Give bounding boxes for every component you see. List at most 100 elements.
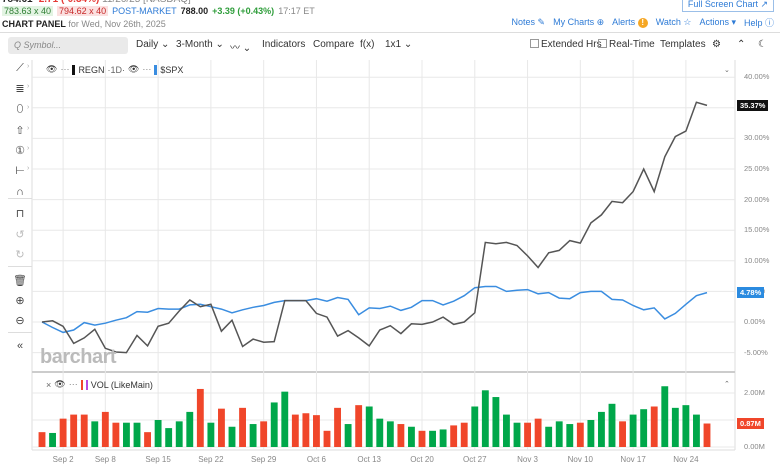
volume-bar	[587, 420, 595, 447]
volume-bar	[555, 421, 563, 447]
dark-mode-moon-icon[interactable]: ☾	[758, 39, 767, 50]
alerts-link[interactable]: Alerts !	[612, 17, 648, 28]
vol-down-swatch	[80, 379, 83, 390]
bid: 783.63 x 40	[2, 6, 54, 16]
volume-bar	[101, 411, 109, 447]
volume-bar	[270, 402, 278, 447]
volume-bar	[598, 411, 605, 447]
volume-bar	[133, 422, 141, 447]
chart-type-dropdown[interactable]: 〰 ⌄	[230, 43, 252, 54]
post-market-label: POST-MARKET	[112, 6, 177, 16]
y-axis-label: 10.00%	[744, 255, 770, 265]
undo-icon[interactable]: ↺	[15, 229, 25, 241]
help-link[interactable]: Help ⓘ	[743, 18, 774, 28]
x-axis-label: Oct 20	[410, 455, 434, 464]
volume-bar	[302, 413, 310, 447]
interval-dropdown[interactable]: Daily ⌄	[136, 39, 170, 50]
y-axis-label: 20.00%	[744, 194, 770, 204]
x-axis-label: Sep 2	[52, 455, 74, 464]
y-axis-label: 0.00%	[744, 317, 766, 326]
indicators-button[interactable]: Indicators	[262, 39, 306, 50]
collapse-pane-chevron-icon[interactable]: ⌄	[724, 67, 730, 74]
regn-color-swatch	[72, 64, 76, 75]
legend-compare-symbol[interactable]: $SPX	[160, 64, 184, 75]
templates-button[interactable]: Templates	[660, 39, 706, 50]
checkbox-icon	[530, 39, 539, 48]
zoom-out-icon[interactable]: ⊖	[15, 315, 25, 327]
volume-bar	[492, 397, 500, 447]
compare-button[interactable]: Compare	[313, 39, 355, 50]
volume-bar	[344, 424, 352, 447]
measure-tool-icon[interactable]: ⊢ ›	[15, 165, 30, 177]
symbol-search-input[interactable]: Q Symbol...	[8, 37, 128, 54]
expand-pane-chevron-icon[interactable]: ⌃	[724, 381, 730, 388]
collapse-chevron-icon[interactable]: ⌃	[737, 39, 746, 50]
spx-line	[41, 285, 708, 334]
volume-bar	[334, 407, 341, 447]
my-charts-link[interactable]: My Charts ⊕	[553, 17, 605, 27]
volume-bar	[524, 422, 531, 447]
magnet-icon[interactable]: ∩	[16, 186, 24, 198]
zoom-in-icon[interactable]: ⊕	[15, 295, 25, 307]
more-options-icon[interactable]: ⋯	[60, 64, 70, 74]
y-axis-label: 15.00%	[744, 225, 770, 235]
full-screen-chart-button[interactable]: Full Screen Chart ↗	[681, 0, 774, 12]
volume-axis-label: 0.00M	[744, 442, 765, 451]
more-options-icon[interactable]: ⋯	[142, 64, 152, 74]
x-axis-label: Oct 13	[357, 455, 382, 464]
last-price: 784.61	[2, 0, 33, 5]
lock-icon[interactable]: ⊓	[15, 208, 25, 220]
volume-bar	[70, 414, 78, 447]
trash-icon[interactable]: 🗑	[13, 275, 27, 287]
volume-bar	[355, 405, 363, 447]
volume-bar	[249, 424, 257, 447]
trendline-tool-icon[interactable]: ⟋ ›	[16, 62, 30, 74]
real-time-checkbox[interactable]: Real-Time	[598, 39, 655, 50]
volume-bar	[218, 408, 225, 447]
legend-symbol[interactable]: REGN	[78, 64, 105, 75]
actions-menu[interactable]: Actions ▾	[699, 17, 736, 27]
collapse-sidebar-icon[interactable]: «	[16, 340, 24, 352]
visibility-eye-icon[interactable]: 👁	[46, 64, 58, 74]
post-market-time: 17:17 ET	[278, 6, 315, 16]
volume-bar	[59, 418, 67, 447]
volume-bar	[471, 406, 479, 447]
post-market-price: 788.00	[180, 6, 209, 16]
notes-link[interactable]: Notes ✎	[511, 17, 546, 27]
fx-button[interactable]: f(x)	[360, 39, 375, 50]
volume-bar	[629, 414, 637, 447]
post-market-change: +3.39 (+0.43%)	[212, 6, 275, 16]
volume-bar	[513, 422, 521, 447]
more-options-icon[interactable]: ⋯	[68, 379, 78, 389]
extended-hrs-checkbox[interactable]: Extended Hrs	[530, 39, 602, 50]
annotation-tool-icon[interactable]: ① ›	[15, 145, 30, 157]
volume-bar	[228, 426, 236, 447]
volume-bar	[175, 421, 183, 447]
x-axis-label: Oct 6	[306, 455, 326, 464]
x-axis-label: Oct 27	[462, 455, 487, 464]
range-dropdown[interactable]: 3-Month ⌄	[176, 39, 224, 50]
arrow-tool-icon[interactable]: ⇧ ›	[15, 125, 30, 137]
visibility-eye-icon[interactable]: 👁	[127, 64, 140, 74]
volume-bar	[260, 421, 268, 447]
x-axis-label: Nov 3	[517, 455, 538, 464]
visibility-eye-icon[interactable]: 👁	[54, 379, 66, 389]
chart-toolbar: Q Symbol... Daily ⌄ 3-Month ⌄ 〰 ⌄ Indica…	[0, 36, 780, 56]
redo-icon[interactable]: ↻	[15, 249, 25, 261]
layout-dropdown[interactable]: 1x1 ⌄	[385, 39, 413, 50]
barchart-watermark: barchart	[40, 346, 117, 368]
watch-link[interactable]: Watch ☆	[655, 17, 692, 27]
volume-bar	[429, 430, 436, 447]
volume-bar	[671, 407, 679, 447]
fib-tool-icon[interactable]: ≣ ›	[15, 83, 30, 95]
shape-tool-icon[interactable]: ⬯ ›	[16, 103, 30, 115]
quote-summary: 784.61 -2.71 (-0.34%) 11/26/25 [NASDAQ]	[2, 0, 191, 5]
settings-gear-icon[interactable]: ⚙	[712, 39, 721, 50]
legend-interval: ·1D·	[107, 64, 125, 75]
volume-bar	[376, 418, 384, 447]
close-icon[interactable]: ×	[46, 379, 52, 390]
x-axis-label: Nov 24	[673, 455, 699, 464]
regn-line	[41, 101, 708, 354]
volume-indicator-label[interactable]: VOL (LikeMain)	[90, 379, 153, 390]
